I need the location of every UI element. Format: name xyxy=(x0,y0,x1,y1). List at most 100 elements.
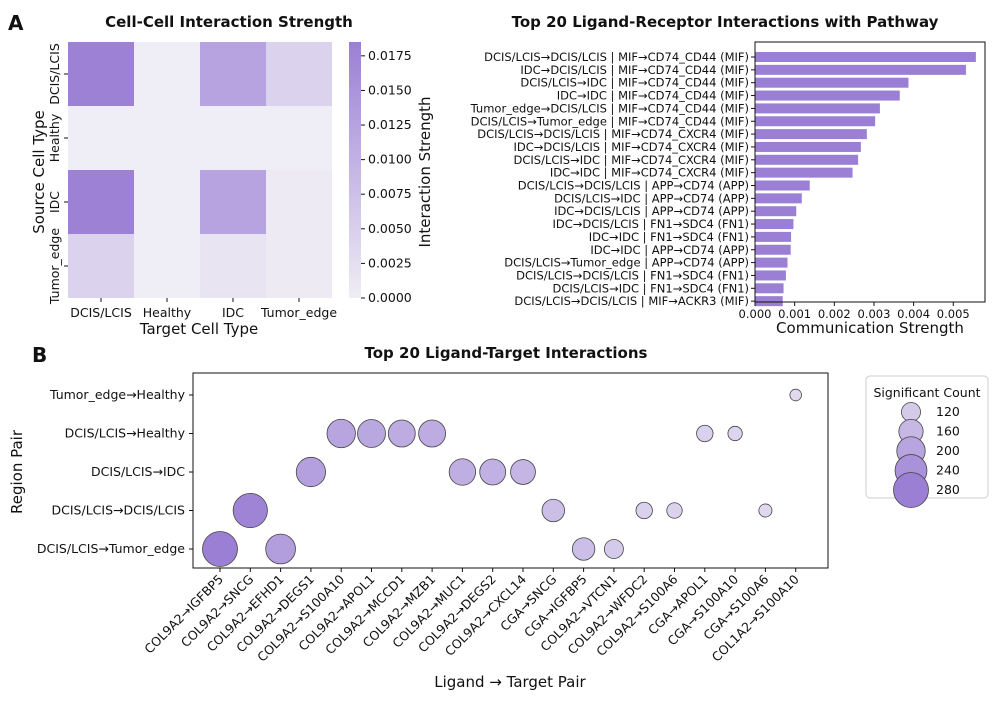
heatmap-y-tick-label: Healthy xyxy=(47,113,62,162)
bar-x-tick-label: 0.002 xyxy=(818,307,851,321)
bar xyxy=(755,52,976,62)
bar-category-label: IDC→IDC | APP→CD74 (APP) xyxy=(590,243,749,257)
bubble-legend-label: 200 xyxy=(936,443,960,458)
bar xyxy=(755,180,810,191)
bubble-point xyxy=(295,456,326,488)
bubble-plot-frame xyxy=(192,372,829,569)
heatmap-cell xyxy=(266,106,332,170)
bar-x-axis-label: Communication Strength xyxy=(776,319,964,337)
heatmap-cell xyxy=(200,42,266,106)
bar-x-tick-label: 0.000 xyxy=(739,307,772,321)
bubble-x-axis-label: Ligand → Target Pair xyxy=(434,673,586,691)
bubble-point xyxy=(727,425,743,442)
bar xyxy=(755,90,900,101)
heatmap-title: Cell-Cell Interaction Strength xyxy=(105,13,353,31)
bubble-point xyxy=(696,424,714,443)
heatmap-x-tick-label: DCIS/LCIS xyxy=(70,305,132,320)
bubble-legend-label: 280 xyxy=(936,482,960,497)
bubble-point xyxy=(202,531,238,567)
heatmap-y-tick-label: IDC xyxy=(47,191,62,213)
heatmap-cell xyxy=(68,42,134,106)
bar-category-label: Tumor_edge→DCIS/LCIS | MIF→CD74_CD44 (MI… xyxy=(470,101,749,115)
bubble-legend-title: Significant Count xyxy=(873,385,980,400)
bar xyxy=(755,270,786,281)
bar-chart-title: Top 20 Ligand-Receptor Interactions with… xyxy=(512,13,939,31)
colorbar-tick-label: 0.0075 xyxy=(368,186,412,201)
bar xyxy=(755,206,797,217)
bar xyxy=(755,257,788,268)
bar-category-label: IDC→DCIS/LCIS | MIF→CD74_CD44 (MIF) xyxy=(520,63,749,77)
bar xyxy=(755,167,853,178)
bubble-point xyxy=(357,419,386,448)
colorbar xyxy=(349,42,361,298)
bubble-point xyxy=(232,492,268,529)
bar xyxy=(755,154,859,165)
bubble-y-tick-label: DCIS/LCIS→Tumor_edge xyxy=(37,541,185,556)
heatmap-x-tick-label: IDC xyxy=(222,305,244,320)
bar-x-tick-label: 0.005 xyxy=(937,307,970,321)
bubble-point xyxy=(387,419,416,448)
bar-category-label: IDC→IDC | FN1→SDC4 (FN1) xyxy=(589,230,749,244)
bar xyxy=(755,231,792,242)
heatmap-y-axis-label: Source Cell Type xyxy=(30,110,48,234)
heatmap-chart: Cell-Cell Interaction Strength DCIS/LCIS… xyxy=(30,13,434,338)
bubble-point xyxy=(418,419,446,448)
colorbar-tick-label: 0.0175 xyxy=(368,48,412,63)
bar xyxy=(755,77,909,88)
bar xyxy=(755,116,876,127)
bar-category-label: IDC→IDC | MIF→CD74_CD44 (MIF) xyxy=(557,89,749,103)
bar xyxy=(755,64,966,75)
bubble-point xyxy=(510,459,536,485)
heatmap-cell xyxy=(134,106,200,170)
bar-category-label: DCIS/LCIS→DCIS/LCIS | MIF→CD74_CXCR4 (MI… xyxy=(477,127,749,141)
bar-category-label: DCIS/LCIS→DCIS/LCIS | FN1→SDC4 (FN1) xyxy=(516,268,749,282)
heatmap-cell xyxy=(200,170,266,234)
bubble-legend-marker xyxy=(893,472,929,508)
bubble-point xyxy=(265,533,296,565)
bubble-y-tick-label: Tumor_edge→Healthy xyxy=(49,387,186,402)
heatmap-cell xyxy=(68,106,134,170)
heatmap-cell xyxy=(134,234,200,298)
bar-x-tick-label: 0.001 xyxy=(778,307,811,321)
bubble-point xyxy=(666,502,683,519)
bubble-point xyxy=(603,539,624,559)
bubble-y-tick-label: DCIS/LCIS→IDC xyxy=(91,464,185,479)
colorbar-tick-label: 0.0000 xyxy=(368,290,412,305)
bubble-point xyxy=(571,537,596,561)
colorbar-tick-label: 0.0150 xyxy=(368,82,412,97)
bar xyxy=(755,283,784,294)
bar-category-label: DCIS/LCIS→Tumor_edge | MIF→CD74_CD44 (MI… xyxy=(471,114,749,128)
bubble-point xyxy=(479,458,507,486)
bar-category-label: DCIS/LCIS→IDC | FN1→SDC4 (FN1) xyxy=(552,281,749,295)
bar-x-tick-label: 0.004 xyxy=(897,307,930,321)
heatmap-cell xyxy=(200,234,266,298)
bubble-point xyxy=(758,503,773,518)
heatmap-cell xyxy=(266,170,332,234)
bar-category-label: DCIS/LCIS→IDC | MIF→CD74_CD44 (MIF) xyxy=(520,76,749,90)
bubble-chart: Top 20 Ligand-Target Interactions Tumor_… xyxy=(8,344,989,691)
heatmap-cell xyxy=(68,234,134,298)
bar-plot-frame xyxy=(754,41,986,303)
colorbar-tick-label: 0.0125 xyxy=(368,117,412,132)
bar-category-label: DCIS/LCIS→DCIS/LCIS | APP→CD74 (APP) xyxy=(518,179,749,193)
bar xyxy=(755,141,861,152)
bubble-point xyxy=(635,501,653,520)
panel-letter-a: A xyxy=(8,11,24,35)
heatmap-cell xyxy=(200,106,266,170)
bar xyxy=(755,219,794,230)
bar xyxy=(755,129,867,140)
heatmap-x-tick-label: Tumor_edge xyxy=(260,305,337,320)
bubble-point xyxy=(541,498,565,523)
panel-letter-b: B xyxy=(32,343,47,367)
heatmap-cell xyxy=(266,42,332,106)
bubble-y-tick-label: DCIS/LCIS→Healthy xyxy=(65,426,186,441)
bar-chart: Top 20 Ligand-Receptor Interactions with… xyxy=(470,13,986,337)
bar-category-label: DCIS/LCIS→Tumor_edge | APP→CD74 (APP) xyxy=(504,256,749,270)
colorbar-tick-label: 0.0050 xyxy=(368,221,412,236)
heatmap-cell xyxy=(68,170,134,234)
bubble-point xyxy=(448,458,477,486)
bar-category-label: IDC→DCIS/LCIS | MIF→CD74_CXCR4 (MIF) xyxy=(514,140,749,154)
colorbar-label: Interaction Strength xyxy=(416,96,434,247)
bar xyxy=(755,244,791,255)
heatmap-x-tick-label: Healthy xyxy=(143,305,192,320)
